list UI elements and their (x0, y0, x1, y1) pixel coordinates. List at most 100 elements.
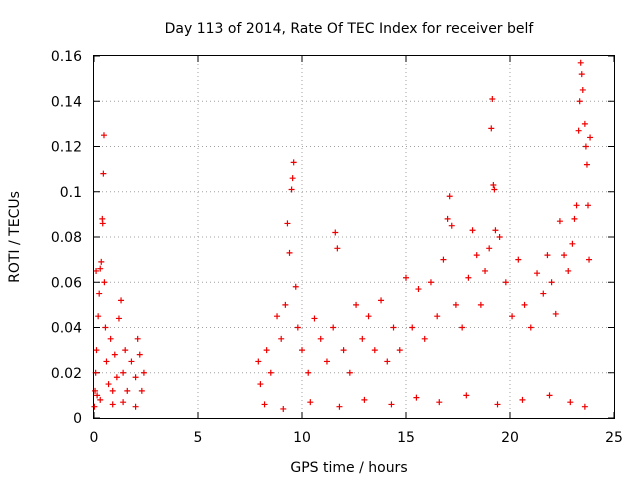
data-point (576, 98, 583, 105)
data-point (582, 143, 589, 150)
data-point (515, 256, 522, 263)
data-point (444, 215, 451, 222)
data-point (359, 335, 366, 342)
data-point (292, 283, 299, 290)
data-point (136, 351, 143, 358)
plot-frame (93, 55, 615, 419)
data-point (100, 170, 107, 177)
data-point (577, 59, 584, 66)
data-point (396, 347, 403, 354)
y-tick-label: 0.12 (51, 140, 82, 156)
data-point (332, 229, 339, 236)
data-point (540, 290, 547, 297)
data-point (307, 399, 314, 406)
data-point (371, 347, 378, 354)
data-point (278, 335, 285, 342)
x-tick-label: 5 (194, 430, 203, 446)
data-point (459, 324, 466, 331)
data-point (586, 256, 593, 263)
data-point (436, 399, 443, 406)
data-point (101, 279, 108, 286)
data-point (492, 227, 499, 234)
data-point (378, 297, 385, 304)
data-point (97, 396, 104, 403)
data-point (290, 159, 297, 166)
data-point (323, 358, 330, 365)
data-point (473, 252, 480, 259)
data-point (502, 279, 509, 286)
data-point (519, 396, 526, 403)
data-point (346, 369, 353, 376)
data-point (299, 347, 305, 354)
data-point (561, 252, 568, 259)
data-point (282, 301, 289, 308)
data-point (463, 392, 470, 399)
data-point (552, 310, 559, 317)
data-point (100, 132, 107, 139)
data-points (91, 59, 594, 412)
data-point (578, 71, 585, 78)
data-point (113, 374, 120, 381)
data-point (280, 405, 287, 412)
data-point (413, 394, 420, 401)
data-point (365, 313, 372, 320)
data-point (97, 265, 104, 272)
data-point (261, 401, 268, 408)
data-point (120, 369, 127, 376)
data-point (585, 202, 591, 209)
data-point (94, 392, 101, 399)
data-point (257, 381, 264, 388)
data-point (99, 220, 106, 227)
data-point (477, 301, 484, 308)
x-tick-label: 15 (397, 430, 415, 446)
data-point (294, 324, 301, 331)
data-point (384, 358, 391, 365)
y-tick-label: 0.14 (51, 94, 82, 110)
data-point (124, 387, 131, 394)
data-point (109, 401, 116, 408)
data-point (305, 369, 312, 376)
data-point (409, 324, 416, 331)
data-point (489, 95, 496, 102)
data-point (527, 324, 534, 331)
y-axis-label: ROTI / TECUs (7, 191, 23, 283)
data-point (317, 335, 324, 342)
x-tick-label: 20 (501, 430, 519, 446)
x-tick-label: 25 (605, 430, 623, 446)
data-point (388, 401, 395, 408)
data-point (446, 193, 453, 200)
data-point (482, 267, 489, 274)
data-point (311, 315, 318, 322)
data-point (115, 315, 122, 322)
data-point (390, 324, 397, 331)
data-point (494, 401, 501, 408)
data-point (587, 134, 594, 141)
data-point (98, 258, 105, 265)
data-point (556, 218, 563, 225)
data-point (134, 335, 141, 342)
data-point (128, 358, 135, 365)
data-point (415, 286, 422, 293)
y-tick-label: 0 (73, 411, 82, 427)
data-point (263, 347, 270, 354)
data-point (95, 313, 102, 320)
data-point (546, 392, 553, 399)
data-point (567, 399, 574, 406)
y-tick-label: 0.08 (51, 230, 82, 246)
data-point (534, 270, 541, 277)
data-point (132, 374, 139, 381)
data-point (548, 279, 555, 286)
data-point (340, 347, 347, 354)
data-point (509, 313, 516, 320)
data-point (132, 403, 139, 410)
data-point (102, 324, 109, 331)
data-point (434, 313, 441, 320)
data-point (109, 387, 116, 394)
y-tick-label: 0.1 (60, 185, 82, 201)
data-point (286, 249, 293, 256)
data-point (330, 324, 337, 331)
data-point (488, 125, 495, 132)
data-point (255, 358, 262, 365)
data-point (118, 297, 125, 304)
data-point (573, 202, 580, 209)
